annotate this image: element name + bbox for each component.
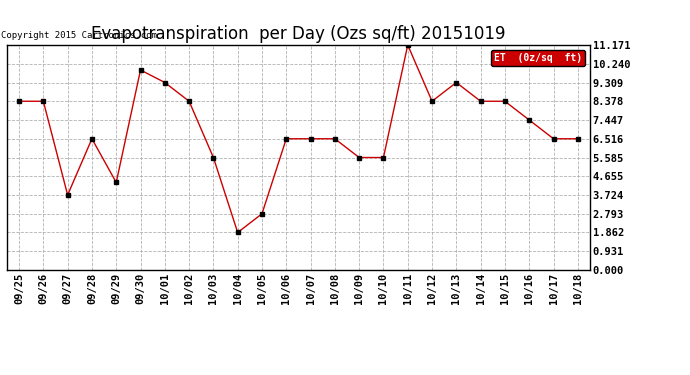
Title: Evapotranspiration  per Day (Ozs sq/ft) 20151019: Evapotranspiration per Day (Ozs sq/ft) 2… — [91, 26, 506, 44]
Legend: ET  (0z/sq  ft): ET (0z/sq ft) — [491, 50, 585, 66]
Text: Copyright 2015 Cartronics.com: Copyright 2015 Cartronics.com — [1, 32, 157, 40]
